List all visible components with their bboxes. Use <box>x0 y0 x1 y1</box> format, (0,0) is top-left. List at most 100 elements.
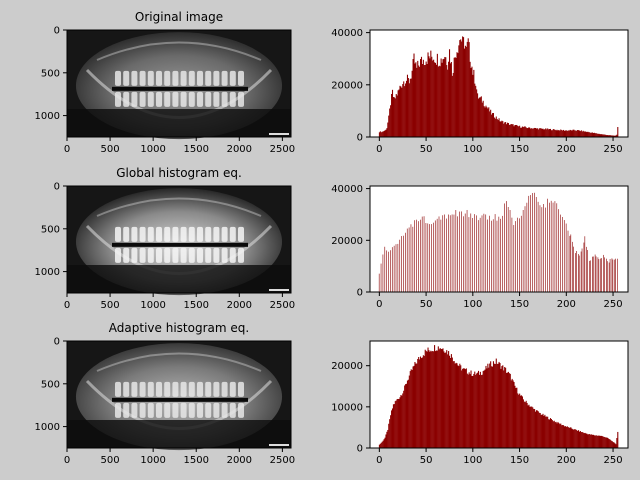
histogram-bar <box>549 129 551 137</box>
histogram-bar <box>579 131 581 137</box>
histogram-bar <box>597 435 599 448</box>
tooth <box>188 381 195 397</box>
histogram-bar <box>549 418 552 448</box>
histogram-bar <box>449 215 451 292</box>
histogram-bar <box>534 411 537 448</box>
histogram-bar <box>581 432 583 448</box>
histogram-bar <box>519 393 521 448</box>
tooth <box>147 226 154 242</box>
tooth <box>115 226 121 242</box>
histogram-bar <box>476 373 478 448</box>
histogram-bar <box>421 63 423 137</box>
bite-line <box>112 242 248 247</box>
y-tick-label: 0 <box>54 337 60 348</box>
histogram-bar <box>416 363 418 448</box>
histogram-bar <box>596 133 598 137</box>
teeth <box>112 381 248 418</box>
histogram-bar <box>420 56 423 137</box>
tooth <box>213 226 220 242</box>
histogram-bar <box>515 388 517 448</box>
histogram-bar <box>616 134 618 137</box>
histogram-bar <box>448 355 451 448</box>
image-panel-3: Adaptive histogram eq. 0 500 1000 1500 2000 25… <box>35 321 296 466</box>
histogram-bar <box>564 426 566 448</box>
tooth <box>156 91 162 107</box>
scale-mark <box>269 444 289 446</box>
histogram-bar <box>462 36 464 137</box>
histogram-bar <box>562 130 564 137</box>
histogram-bar <box>399 397 401 448</box>
histogram-bar <box>460 39 462 137</box>
histogram-bar <box>499 121 501 137</box>
tooth <box>229 226 236 242</box>
histogram-bar <box>408 375 410 448</box>
y-tick-label: 1000 <box>35 422 60 433</box>
histogram-bar <box>471 66 473 137</box>
histogram-bar <box>414 220 416 292</box>
histogram-bar <box>463 37 465 137</box>
histogram-bar <box>557 130 559 137</box>
histogram-bar <box>420 358 423 448</box>
histogram-bar <box>492 219 494 292</box>
tooth <box>147 91 154 107</box>
histogram-bar <box>512 380 514 448</box>
x-tick-label: 0 <box>64 455 70 466</box>
histogram-bar <box>505 367 507 448</box>
histogram-bar <box>527 128 529 137</box>
histogram-bar <box>384 130 386 137</box>
histogram-bar <box>510 124 512 137</box>
histogram-bar <box>494 118 496 137</box>
histogram-bar <box>531 406 533 448</box>
histogram-bar <box>391 247 393 292</box>
histogram-bar <box>495 358 497 448</box>
histogram-bar <box>536 410 538 448</box>
histogram-bar <box>545 207 546 292</box>
histogram-bar <box>434 345 436 448</box>
histogram-bar <box>588 132 590 137</box>
histogram-bar <box>448 61 450 137</box>
histogram-bar <box>390 105 392 137</box>
histogram-bar <box>401 87 403 137</box>
tooth <box>131 91 138 107</box>
y-tick-label: 0 <box>54 182 60 193</box>
histogram-bar <box>417 60 419 138</box>
histogram-bar <box>534 192 535 292</box>
histogram-panel-3: 0 50 100 150 200 250 0 10000 20000 <box>331 340 629 466</box>
x-tick-label: 2000 <box>227 300 252 311</box>
histogram-bar <box>397 243 399 292</box>
histogram-bar <box>537 411 539 448</box>
histogram-bar <box>436 53 438 137</box>
histogram-bar <box>528 404 530 448</box>
histogram-bar <box>500 368 502 448</box>
histogram-bar <box>510 380 512 448</box>
histogram-bar <box>394 98 396 137</box>
histogram-bar <box>569 235 571 292</box>
histogram-bar <box>565 223 567 292</box>
histogram-bar <box>412 59 414 137</box>
x-tick-label: 150 <box>510 144 529 155</box>
histogram-bar <box>409 78 411 137</box>
histogram-bar <box>417 358 419 448</box>
histogram-bar <box>387 429 389 448</box>
histogram-bar <box>496 220 498 292</box>
histogram-bar <box>612 259 614 292</box>
tooth <box>188 402 195 418</box>
film-border <box>67 420 291 448</box>
histogram-bar <box>534 127 536 137</box>
histogram-bar <box>530 128 532 137</box>
histogram-bar <box>384 246 386 292</box>
histogram-bar <box>498 118 500 137</box>
histogram-bar <box>513 126 515 137</box>
histogram-bar <box>402 393 404 448</box>
histogram-bar <box>583 433 585 448</box>
histogram-bar <box>424 64 426 137</box>
histogram-bar <box>571 428 573 448</box>
histogram-bar <box>413 365 415 448</box>
histogram-bar <box>520 215 522 292</box>
histogram-bar <box>399 239 401 292</box>
histogram-bar <box>560 214 561 292</box>
histogram-bar <box>526 202 528 292</box>
histogram-bar <box>490 361 492 448</box>
histogram-bar <box>514 125 516 137</box>
histogram-bar <box>411 369 413 448</box>
